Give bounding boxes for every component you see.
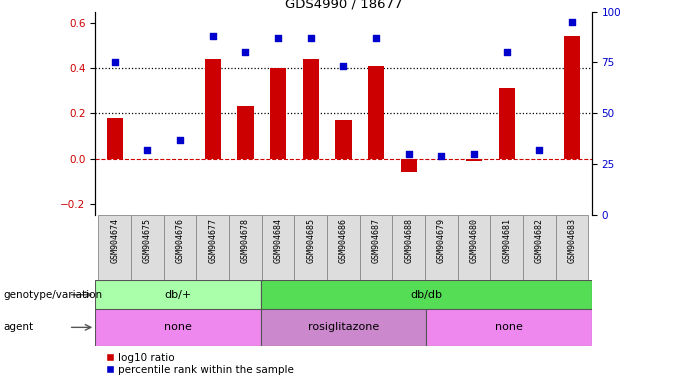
Point [305, 35, 316, 41]
Text: GSM904688: GSM904688 [404, 218, 413, 263]
Point [501, 49, 512, 55]
Bar [466, 159, 482, 161]
Bar [237, 106, 254, 159]
Bar [498, 88, 515, 159]
FancyBboxPatch shape [556, 215, 588, 280]
Legend: log10 ratio, percentile rank within the sample: log10 ratio, percentile rank within the … [101, 348, 298, 379]
FancyBboxPatch shape [360, 215, 392, 280]
FancyBboxPatch shape [490, 215, 523, 280]
Bar [368, 66, 384, 159]
Bar [401, 159, 417, 172]
FancyBboxPatch shape [262, 215, 294, 280]
Text: db/+: db/+ [165, 290, 192, 300]
Text: agent: agent [3, 322, 33, 333]
Point [338, 63, 349, 70]
Point [371, 35, 381, 41]
Bar [335, 120, 352, 159]
Point [436, 153, 447, 159]
Text: GSM904686: GSM904686 [339, 218, 348, 263]
Bar [260, 309, 426, 346]
Point [109, 59, 120, 65]
FancyBboxPatch shape [392, 215, 425, 280]
Bar [426, 309, 592, 346]
Title: GDS4990 / 18677: GDS4990 / 18677 [285, 0, 402, 10]
Text: GSM904682: GSM904682 [535, 218, 544, 263]
Point [403, 151, 414, 157]
Text: none: none [164, 322, 192, 333]
Text: GSM904674: GSM904674 [110, 218, 119, 263]
Point [534, 147, 545, 153]
Text: db/db: db/db [410, 290, 442, 300]
Point [566, 18, 577, 25]
FancyBboxPatch shape [131, 215, 164, 280]
Bar [260, 280, 592, 309]
Bar [107, 118, 123, 159]
Text: GSM904680: GSM904680 [469, 218, 479, 263]
Text: genotype/variation: genotype/variation [3, 290, 103, 300]
FancyBboxPatch shape [197, 215, 229, 280]
Bar [564, 36, 580, 159]
Text: GSM904677: GSM904677 [208, 218, 218, 263]
FancyBboxPatch shape [164, 215, 197, 280]
Text: GSM904675: GSM904675 [143, 218, 152, 263]
Text: rosiglitazone: rosiglitazone [308, 322, 379, 333]
FancyBboxPatch shape [294, 215, 327, 280]
Text: GSM904685: GSM904685 [306, 218, 316, 263]
Text: none: none [495, 322, 523, 333]
Bar [95, 280, 260, 309]
Point [240, 49, 251, 55]
FancyBboxPatch shape [99, 215, 131, 280]
Text: GSM904687: GSM904687 [371, 218, 381, 263]
FancyBboxPatch shape [523, 215, 556, 280]
FancyBboxPatch shape [327, 215, 360, 280]
Point [175, 137, 186, 143]
Bar [205, 59, 221, 159]
Bar [270, 68, 286, 159]
Point [469, 151, 479, 157]
Text: GSM904683: GSM904683 [568, 218, 577, 263]
Text: GSM904679: GSM904679 [437, 218, 446, 263]
Point [273, 35, 284, 41]
Bar [303, 59, 319, 159]
Text: GSM904678: GSM904678 [241, 218, 250, 263]
FancyBboxPatch shape [458, 215, 490, 280]
Text: GSM904681: GSM904681 [503, 218, 511, 263]
Point [207, 33, 218, 39]
Text: GSM904684: GSM904684 [273, 218, 283, 263]
Point [142, 147, 153, 153]
FancyBboxPatch shape [425, 215, 458, 280]
Text: GSM904676: GSM904676 [175, 218, 184, 263]
Bar [95, 309, 260, 346]
FancyBboxPatch shape [229, 215, 262, 280]
